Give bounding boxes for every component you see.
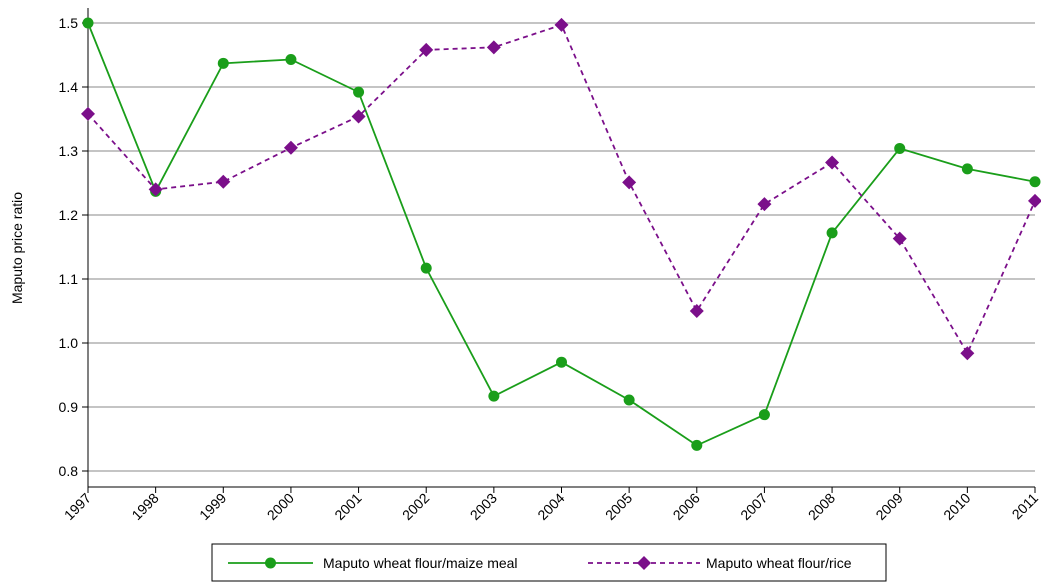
x-tick-label: 2009 bbox=[872, 490, 905, 523]
y-tick-label: 0.8 bbox=[59, 463, 79, 479]
legend-label: Maputo wheat flour/rice bbox=[706, 555, 852, 571]
data-point bbox=[622, 175, 637, 190]
data-point bbox=[961, 163, 973, 175]
gridlines bbox=[88, 22, 1035, 472]
series-line bbox=[87, 23, 1036, 356]
x-tick-label: 2002 bbox=[399, 490, 432, 523]
data-point bbox=[757, 197, 772, 212]
y-tick-label: 1.1 bbox=[59, 271, 79, 287]
x-tick-label: 2003 bbox=[467, 490, 500, 523]
data-point bbox=[216, 174, 231, 189]
data-point bbox=[488, 390, 500, 402]
series-maize-meal bbox=[82, 17, 1041, 451]
y-tick-label: 1.0 bbox=[59, 335, 79, 351]
x-tick-label: 1998 bbox=[128, 490, 161, 523]
x-tick-label: 2000 bbox=[264, 490, 297, 523]
y-tick-label: 0.9 bbox=[59, 399, 79, 415]
legend: Maputo wheat flour/maize meal Maputo whea… bbox=[211, 543, 887, 582]
data-point bbox=[825, 155, 840, 170]
legend-label: Maputo wheat flour/maize meal bbox=[323, 555, 518, 571]
data-point bbox=[1028, 193, 1041, 208]
x-tick-label: 2006 bbox=[670, 490, 703, 523]
x-tick-label: 2007 bbox=[737, 490, 770, 523]
y-tick-label: 1.4 bbox=[59, 79, 79, 95]
data-point bbox=[894, 142, 906, 154]
data-point bbox=[82, 17, 94, 29]
data-point bbox=[486, 40, 501, 55]
legend-marker bbox=[265, 557, 276, 569]
data-point bbox=[623, 394, 635, 406]
data-point bbox=[892, 231, 907, 246]
legend-box bbox=[211, 543, 887, 582]
data-point bbox=[689, 304, 704, 318]
x-tick-label: 2005 bbox=[602, 490, 635, 523]
x-tick-labels: 1997 1998 1999 2000 2001 2002 2003 2004 2005 2006… bbox=[61, 487, 1041, 523]
data-point bbox=[1029, 176, 1041, 188]
x-tick-label: 1997 bbox=[61, 490, 94, 523]
data-point bbox=[285, 53, 297, 65]
y-tick-label: 1.3 bbox=[59, 143, 79, 159]
x-tick-label: 2008 bbox=[805, 490, 838, 523]
data-point bbox=[556, 356, 567, 368]
axes bbox=[87, 8, 1035, 488]
x-tick-label: 2010 bbox=[940, 490, 973, 523]
data-point bbox=[351, 109, 366, 124]
series bbox=[81, 17, 1041, 451]
data-point bbox=[419, 42, 434, 57]
series-rice bbox=[81, 17, 1041, 361]
data-point bbox=[148, 182, 163, 197]
data-point bbox=[826, 227, 838, 239]
data-point bbox=[691, 439, 703, 451]
data-point bbox=[554, 17, 569, 32]
x-tick-label: 2011 bbox=[1009, 490, 1041, 523]
data-point bbox=[81, 106, 95, 121]
x-tick-label: 2001 bbox=[331, 490, 364, 523]
data-point bbox=[420, 262, 432, 274]
data-point bbox=[758, 409, 770, 421]
legend-marker bbox=[637, 556, 651, 570]
data-point bbox=[217, 57, 229, 69]
x-tick-label: 1999 bbox=[196, 490, 229, 523]
y-tick-labels: 0.8 0.9 1.0 1.1 1.2 1.3 1.4 1.5 bbox=[59, 15, 88, 479]
data-point bbox=[353, 86, 365, 98]
x-tick-label: 2004 bbox=[534, 490, 567, 523]
y-tick-label: 1.5 bbox=[59, 15, 79, 31]
data-point bbox=[283, 140, 298, 155]
data-point bbox=[960, 346, 975, 361]
y-tick-label: 1.2 bbox=[59, 207, 79, 223]
y-axis-label: Maputo price ratio bbox=[9, 192, 25, 304]
